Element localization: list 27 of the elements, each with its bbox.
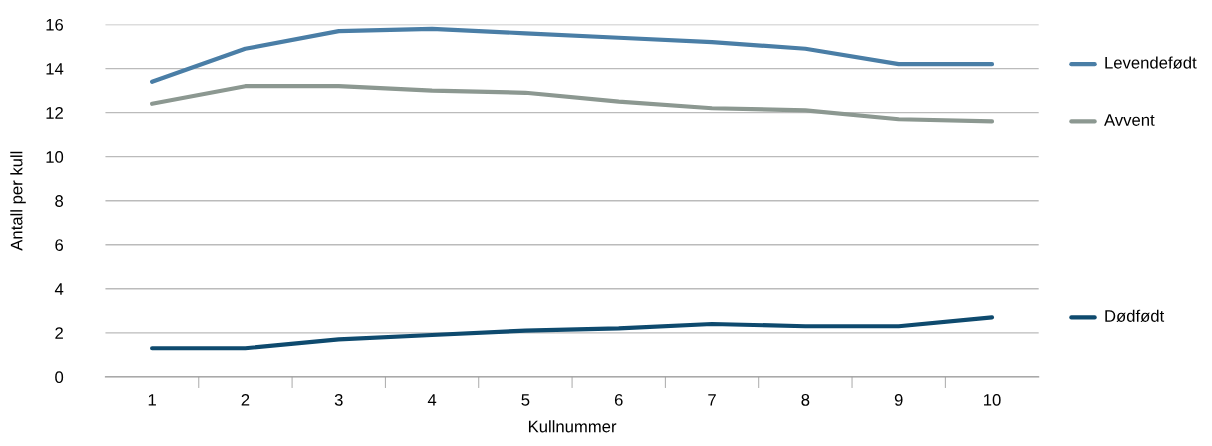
x-tick-label: 10 bbox=[984, 393, 1001, 406]
y-axis-title: Antall per kull bbox=[10, 151, 26, 251]
x-tick-label: 5 bbox=[521, 394, 530, 406]
x-tick-label: 8 bbox=[801, 393, 810, 406]
y-tick-label: 16 bbox=[46, 18, 64, 31]
x-tick-label: 6 bbox=[614, 393, 623, 406]
y-tick-label: 0 bbox=[55, 371, 64, 384]
x-tick-label: 4 bbox=[427, 394, 437, 406]
line-series bbox=[150, 84, 995, 124]
x-tick-label: 3 bbox=[334, 393, 343, 406]
y-tick-label: 10 bbox=[46, 151, 64, 163]
y-tick-label: 14 bbox=[46, 63, 64, 75]
legend-label: Avvent bbox=[1104, 114, 1155, 126]
y-tick-label: 6 bbox=[55, 239, 64, 251]
y-tick-label: 12 bbox=[46, 107, 63, 119]
x-tick-label: 7 bbox=[708, 394, 716, 406]
line-series bbox=[150, 315, 995, 351]
legend-label: Dødfødt bbox=[1105, 309, 1165, 323]
x-tick-label: 9 bbox=[894, 393, 903, 406]
y-tick-label: 8 bbox=[55, 195, 64, 207]
x-tick-label: 1 bbox=[148, 394, 156, 406]
legend-label: Levendefødt bbox=[1105, 56, 1197, 69]
x-axis-title: Kullnummer bbox=[528, 420, 617, 433]
line-series bbox=[150, 26, 995, 84]
y-tick-label: 4 bbox=[54, 283, 64, 295]
y-tick-label: 2 bbox=[55, 327, 63, 339]
x-tick-label: 2 bbox=[241, 393, 250, 406]
